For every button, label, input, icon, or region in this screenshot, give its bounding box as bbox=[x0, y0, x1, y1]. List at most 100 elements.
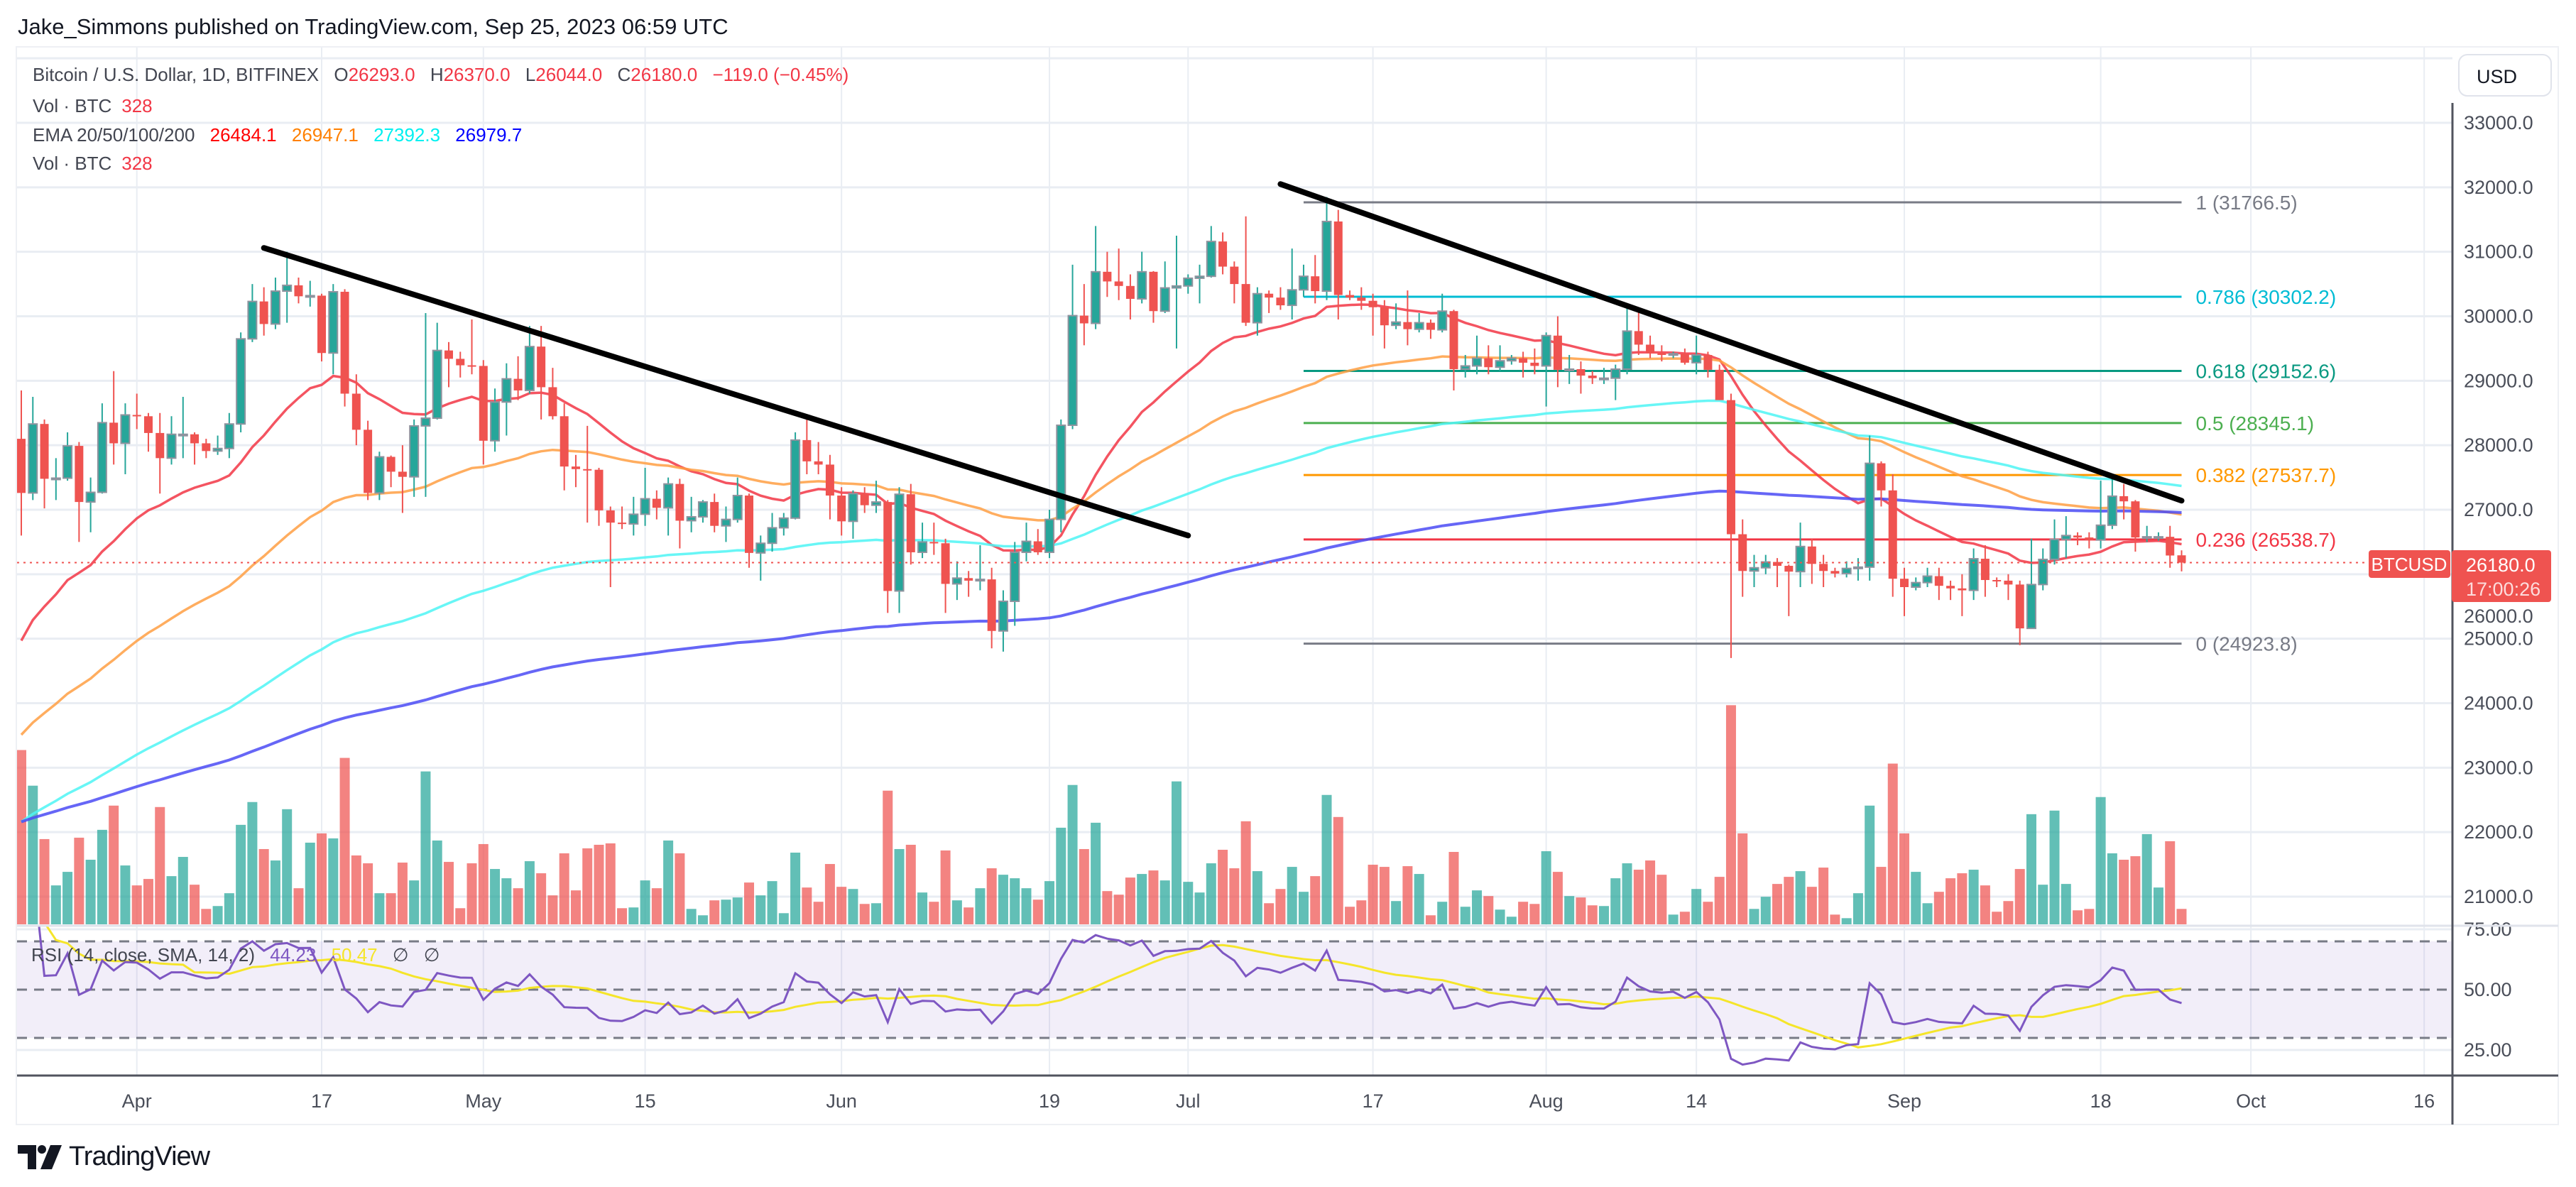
rsi-na-1: ∅ bbox=[392, 944, 409, 966]
candle bbox=[1368, 293, 1377, 336]
time-tick-label: Aug bbox=[1529, 1090, 1563, 1112]
volume-bar bbox=[755, 895, 766, 924]
candle-body bbox=[606, 510, 615, 523]
volume-bar bbox=[1310, 876, 1321, 924]
candle bbox=[1564, 355, 1575, 384]
candle bbox=[1426, 319, 1435, 339]
volume-label[interactable]: Vol · BTC bbox=[33, 153, 112, 174]
tradingview-logo[interactable]: TradingView bbox=[18, 1142, 210, 1172]
bar-countdown: 17:00:26 bbox=[2466, 579, 2540, 600]
volume-bar bbox=[109, 805, 119, 924]
candle bbox=[814, 442, 823, 475]
candle-body bbox=[1726, 400, 1735, 535]
candle bbox=[444, 341, 453, 388]
candle-body bbox=[1865, 462, 1875, 568]
candle-body bbox=[1010, 551, 1020, 602]
volume-bar bbox=[2038, 885, 2048, 924]
volume-label[interactable]: Vol · BTC bbox=[33, 95, 112, 116]
trendline bbox=[261, 245, 1191, 539]
candle-body bbox=[1958, 588, 1967, 591]
volume-series bbox=[17, 705, 2187, 924]
candle bbox=[848, 490, 858, 539]
candle-body bbox=[860, 493, 869, 505]
last-price-marker: BTCUSD 26180.0 17:00:26 bbox=[17, 550, 2551, 602]
candle-body bbox=[2015, 584, 2024, 629]
candle-body bbox=[594, 469, 604, 510]
time-tick-label: Jul bbox=[1176, 1090, 1201, 1112]
volume-bar bbox=[1933, 892, 1944, 924]
candle-body bbox=[1795, 545, 1806, 573]
volume-bar bbox=[155, 806, 165, 924]
candle bbox=[259, 287, 268, 336]
volume-bar bbox=[1472, 890, 1483, 924]
candle bbox=[1610, 364, 1621, 400]
candle-body bbox=[732, 495, 743, 520]
candle bbox=[1576, 361, 1586, 394]
candle bbox=[1934, 567, 1943, 601]
ema-label[interactable]: EMA 20/50/100/200 bbox=[33, 124, 195, 146]
candle bbox=[2166, 525, 2175, 568]
candle bbox=[364, 420, 373, 500]
candle bbox=[790, 432, 801, 520]
rsi-label[interactable]: RSI (14, close, SMA, 14, 2) bbox=[31, 944, 256, 966]
volume-bar bbox=[1483, 896, 1494, 924]
rsi-tick-label: 25.00 bbox=[2464, 1039, 2512, 1061]
candle-body bbox=[351, 393, 361, 430]
volume-bar bbox=[570, 890, 581, 924]
candle bbox=[1159, 261, 1170, 313]
volume-bar bbox=[1402, 866, 1413, 924]
price-tick-label: 29000.0 bbox=[2464, 370, 2533, 391]
candle bbox=[432, 322, 442, 420]
candle bbox=[155, 412, 165, 494]
candle-body bbox=[75, 446, 84, 503]
symbol-title[interactable]: Bitcoin / U.S. Dollar, 1D, BITFINEX bbox=[33, 64, 320, 85]
candle-body bbox=[1738, 534, 1747, 571]
candle bbox=[1241, 216, 1250, 327]
rsi-sma-value: 50.47 bbox=[331, 944, 378, 966]
volume-bar bbox=[675, 853, 685, 924]
fib-level-label: 0 (24923.8) bbox=[2195, 633, 2297, 655]
volume-bar bbox=[744, 882, 755, 924]
high-label: H bbox=[430, 64, 444, 85]
trendlines[interactable] bbox=[261, 181, 2185, 539]
volume-bar bbox=[17, 750, 26, 924]
price-tick-label: 27000.0 bbox=[2464, 499, 2533, 520]
volume-bar bbox=[1784, 877, 1794, 924]
candle bbox=[190, 432, 200, 465]
candle bbox=[62, 432, 73, 481]
candle bbox=[1114, 248, 1123, 300]
volume-bar bbox=[328, 838, 339, 924]
candle-body bbox=[929, 542, 939, 544]
close-label: C bbox=[617, 64, 631, 85]
candle-body bbox=[132, 415, 141, 417]
volume-bar bbox=[1992, 912, 2002, 924]
candle bbox=[767, 513, 777, 552]
candle-body bbox=[1403, 322, 1412, 329]
candle-body bbox=[1172, 285, 1181, 289]
volume-bar bbox=[871, 903, 881, 924]
candle-body bbox=[721, 518, 731, 527]
volume-bar bbox=[1610, 878, 1621, 924]
time-tick-label: 18 bbox=[2090, 1090, 2112, 1112]
candle-body bbox=[537, 346, 546, 388]
candle bbox=[374, 452, 385, 500]
candle bbox=[883, 500, 893, 613]
candle bbox=[2131, 500, 2140, 552]
candle-body bbox=[883, 502, 893, 591]
volume-bar bbox=[1079, 848, 1089, 924]
price-tick-label: 26000.0 bbox=[2464, 606, 2533, 627]
currency-button[interactable]: USD bbox=[2458, 54, 2552, 97]
tradingview-logo-icon bbox=[18, 1144, 62, 1169]
rsi-legend: RSI (14, close, SMA, 14, 2) 44.23 50.47 … bbox=[31, 944, 440, 966]
candle bbox=[628, 496, 639, 536]
volume-bar bbox=[594, 844, 604, 924]
volume-bar bbox=[478, 843, 489, 924]
volume-bar bbox=[1968, 870, 1979, 924]
candle-body bbox=[2085, 537, 2094, 540]
candle bbox=[479, 360, 488, 465]
volume-bar bbox=[582, 848, 593, 924]
high-value: 26370.0 bbox=[443, 64, 511, 85]
candle bbox=[1668, 351, 1679, 359]
candle bbox=[1519, 351, 1528, 378]
